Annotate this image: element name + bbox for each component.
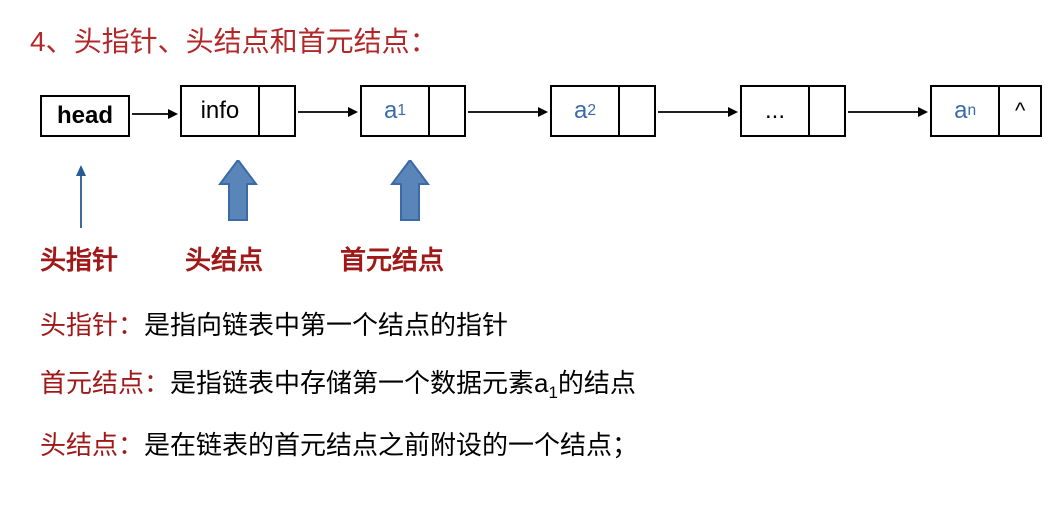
definitions-block: 头指针：是指向链表中第一个结点的指针首元结点：是指链表中存储第一个数据元素a1的…	[40, 307, 1031, 464]
list-node: a1	[360, 85, 466, 137]
link-arrow	[848, 105, 928, 119]
annotation-label: 头结点	[185, 240, 263, 277]
definition-sub: 1	[548, 384, 557, 403]
node-data: info	[182, 87, 260, 135]
thick-up-arrow	[390, 160, 430, 225]
node-pointer	[620, 87, 654, 135]
node-pointer	[260, 87, 294, 135]
definition-desc2: 的结点	[558, 368, 636, 398]
link-arrow	[468, 105, 548, 119]
thin-up-arrow	[74, 165, 88, 230]
definition-line: 头指针：是指向链表中第一个结点的指针	[40, 307, 1031, 343]
list-node: info	[180, 85, 296, 137]
definition-line: 首元结点：是指链表中存储第一个数据元素a1的结点	[40, 365, 1031, 405]
link-arrow	[132, 107, 178, 121]
definition-desc: 是指链表中存储第一个数据元素a	[170, 368, 548, 398]
node-data: an	[932, 87, 1000, 135]
link-arrow	[298, 105, 358, 119]
definition-term: 头结点：	[40, 430, 144, 460]
annotation-row: 头指针 头结点 首元结点	[40, 165, 1031, 285]
node-data: ...	[742, 87, 810, 135]
thick-up-arrow	[218, 160, 258, 225]
definition-desc: 是指向链表中第一个结点的指针	[144, 310, 508, 340]
linked-list-diagram: headinfoa1a2...an^	[40, 85, 1031, 165]
list-node: a2	[550, 85, 656, 137]
section-title: 4、头指针、头结点和首元结点：	[30, 20, 1031, 60]
node-pointer	[430, 87, 464, 135]
list-node: an^	[930, 85, 1042, 137]
node-data: a1	[362, 87, 430, 135]
definition-term: 首元结点：	[40, 368, 170, 398]
node-pointer	[810, 87, 844, 135]
head-pointer-box: head	[40, 95, 130, 137]
annotation-label: 头指针	[40, 240, 118, 277]
list-node: ...	[740, 85, 846, 137]
definition-line: 头结点：是在链表的首元结点之前附设的一个结点；	[40, 427, 1031, 463]
node-data: a2	[552, 87, 620, 135]
definition-desc: 是在链表的首元结点之前附设的一个结点；	[144, 430, 638, 460]
annotation-label: 首元结点	[340, 240, 444, 277]
definition-term: 头指针：	[40, 310, 144, 340]
node-pointer: ^	[1000, 87, 1040, 135]
link-arrow	[658, 105, 738, 119]
